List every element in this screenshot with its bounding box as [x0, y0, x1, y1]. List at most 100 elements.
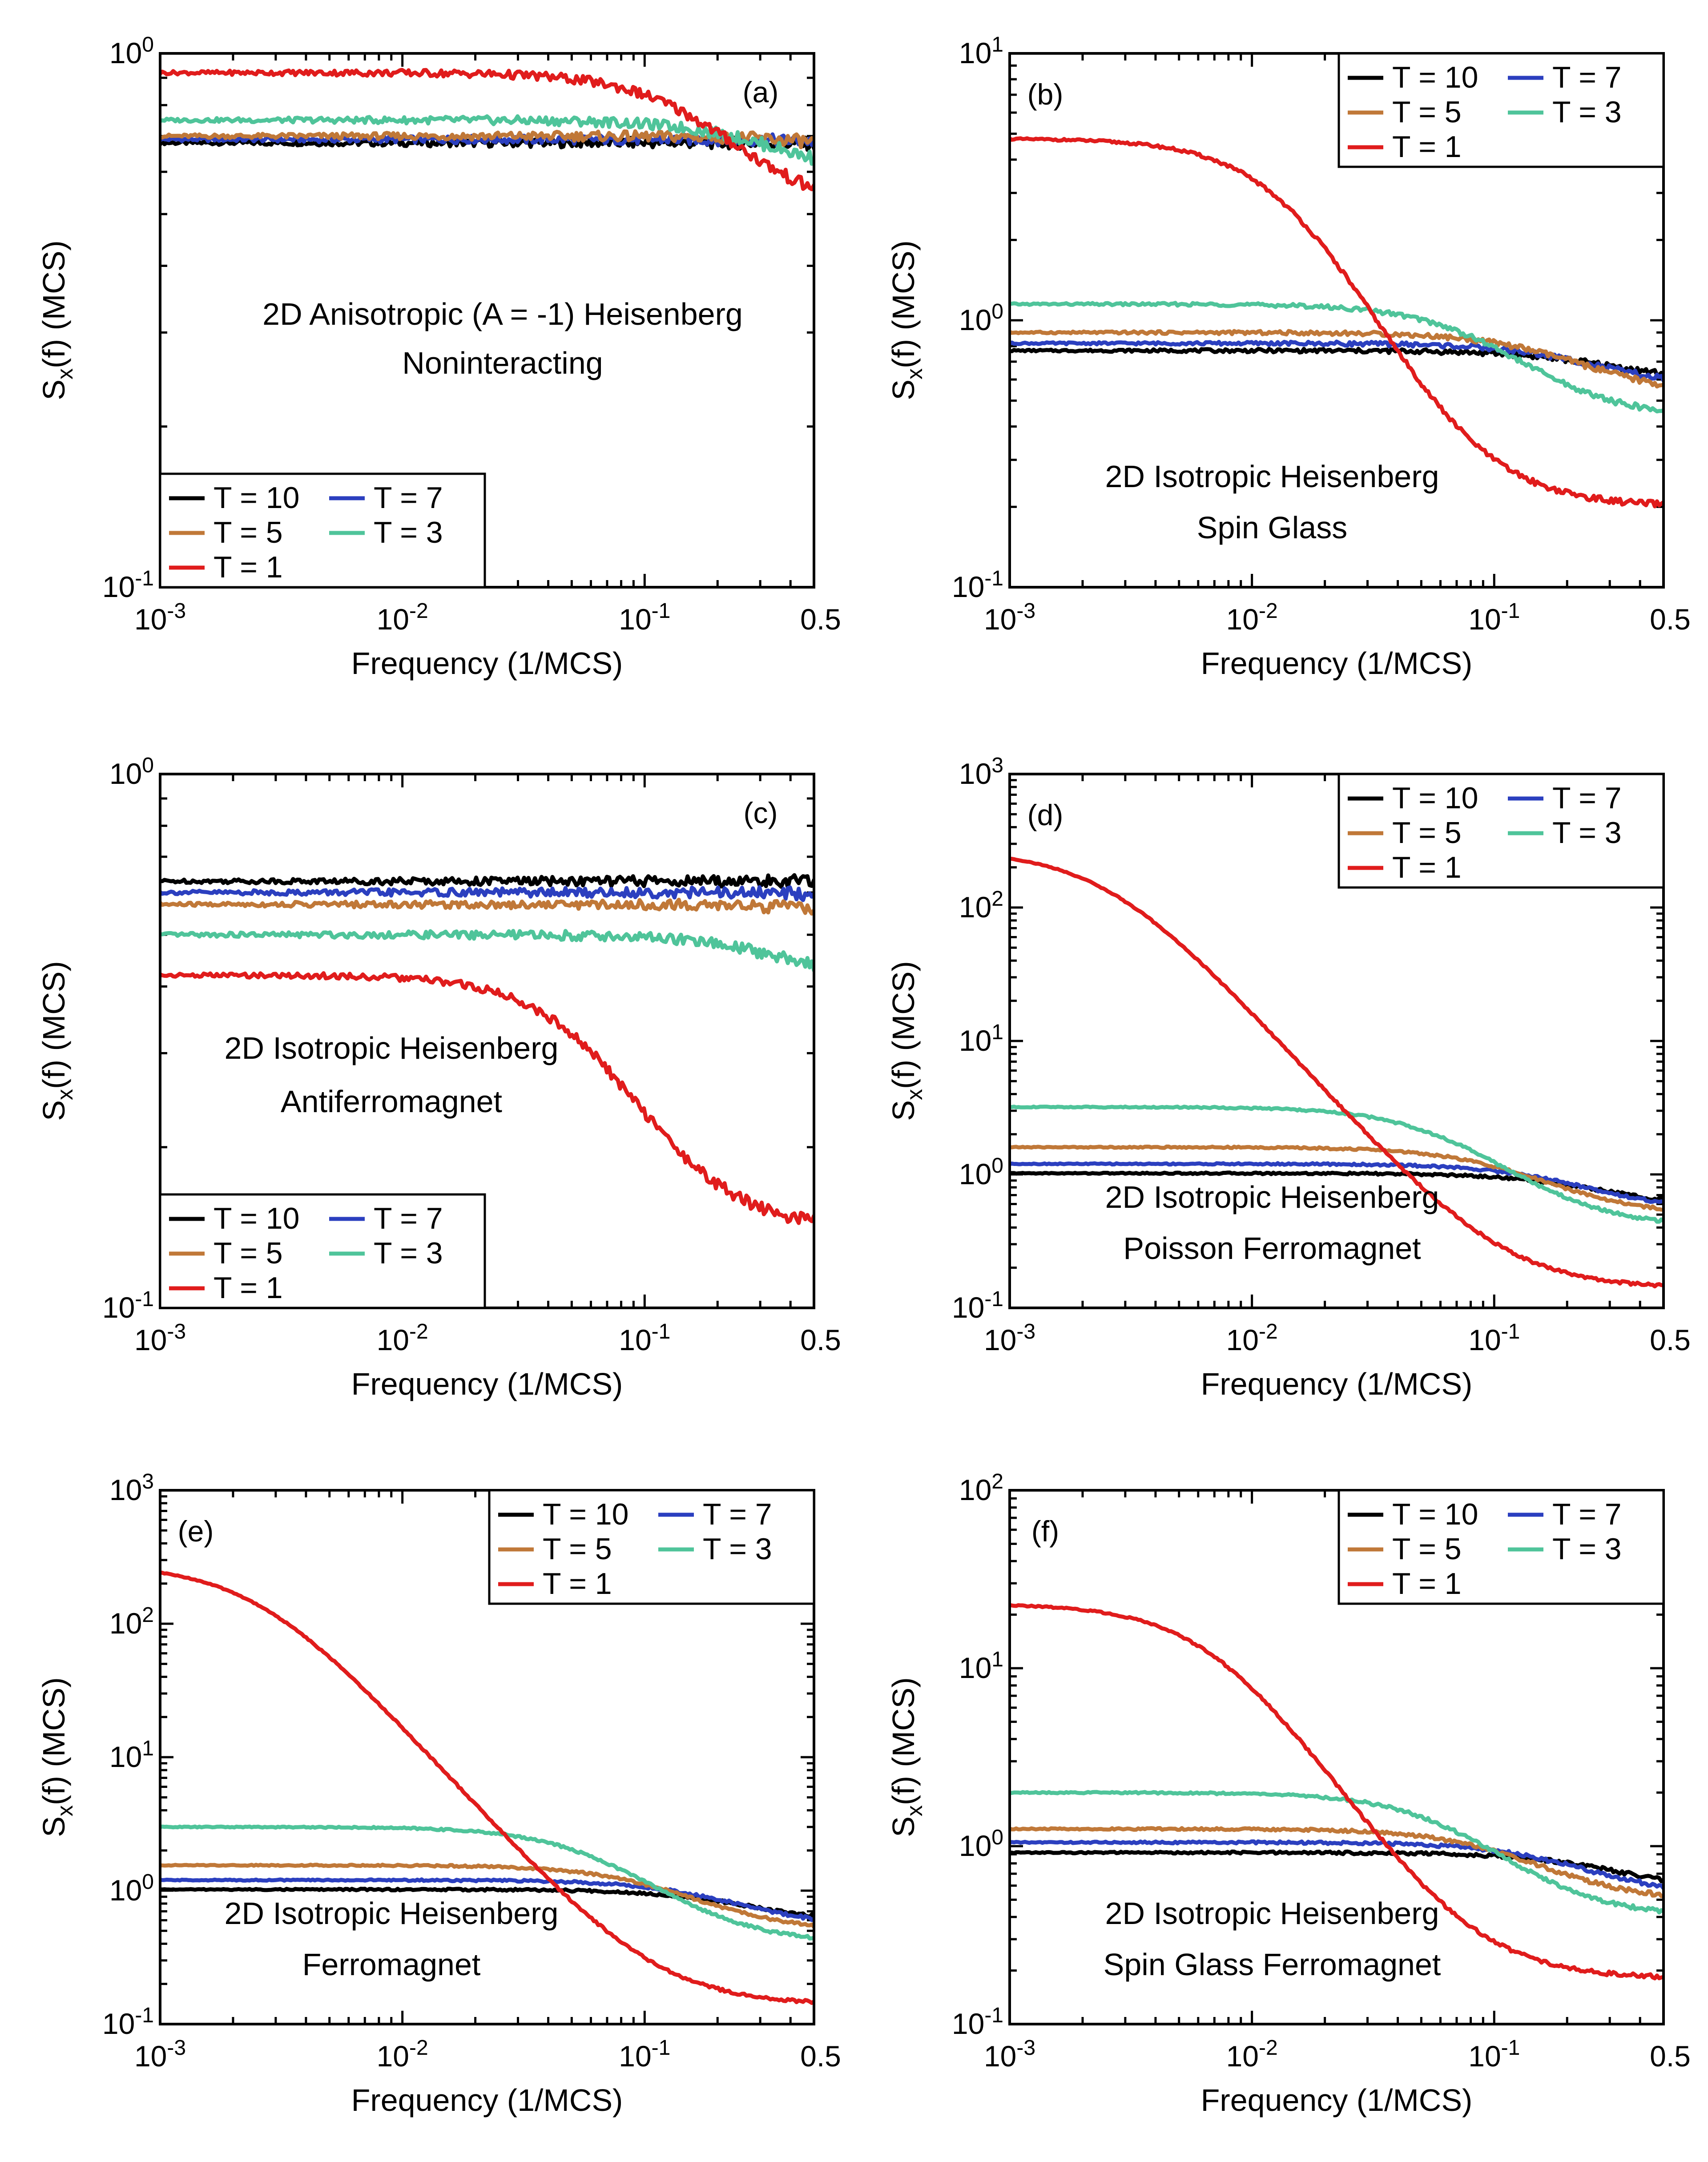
annotation-line-2: Antiferromagnet [281, 1084, 502, 1119]
y-tick-label: 10-1 [102, 1287, 154, 1324]
x-tick-label: 10-3 [134, 599, 186, 636]
y-tick-label: 10-1 [952, 2004, 1003, 2040]
legend-label: T = 1 [543, 1567, 612, 1601]
legend: T = 10 T = 7 T = 5 T = 3 T = 1 [1337, 1489, 1665, 1605]
series-group [1010, 136, 1664, 508]
annotation-line-2: Ferromagnet [302, 1947, 481, 1982]
panel-c: 10-3 10-2 10-1 0.5 10-1 100 Frequency (1/MCS) S… [36, 754, 841, 1401]
annotation-line-1: 2D Isotropic Heisenberg [1105, 1180, 1439, 1214]
series-group [160, 1570, 814, 2005]
legend-label: T = 5 [1392, 1532, 1462, 1566]
x-tick-label: 0.5 [800, 1323, 841, 1356]
legend-label: T = 10 [1392, 1497, 1478, 1531]
series-line-t7 [160, 885, 814, 902]
series-group [1010, 856, 1664, 1289]
y-axis-label: Sx(f) (MCS) [886, 240, 927, 400]
panel-label: (f) [1031, 1515, 1059, 1548]
x-axis-label: Frequency (1/MCS) [1201, 2083, 1473, 2118]
legend-box [1337, 773, 1665, 889]
y-tick-label: 10-1 [102, 567, 154, 603]
series-line-t3 [1010, 301, 1664, 414]
x-tick-label: 10-2 [377, 2036, 428, 2073]
legend: T = 10 T = 7 T = 5 T = 3 T = 1 [1337, 773, 1665, 889]
x-tick-label: 10-3 [984, 2036, 1035, 2073]
series-line-t5 [160, 129, 814, 149]
x-tick-label: 0.5 [1650, 603, 1691, 636]
annotation-line-1: 2D Isotropic Heisenberg [225, 1031, 559, 1065]
annotation-line-2: Spin Glass [1197, 510, 1347, 545]
series-line-t5 [1010, 1144, 1664, 1212]
series-group [1010, 1603, 1664, 1980]
panel-label: (c) [744, 796, 778, 829]
y-axis-label: Sx(f) (MCS) [886, 1677, 927, 1837]
legend-box [1337, 52, 1665, 168]
plot-frame [1008, 52, 1665, 589]
x-axis-label: Frequency (1/MCS) [351, 646, 623, 681]
series-line-t7 [160, 1877, 814, 1922]
y-tick-label: 100 [959, 300, 1003, 336]
y-tick-label: 10-1 [952, 1287, 1003, 1324]
y-tick-label: 103 [109, 1470, 154, 1506]
series-line-t3 [160, 114, 814, 166]
y-tick-label: 101 [959, 1648, 1003, 1684]
legend-label: T = 7 [374, 481, 443, 515]
series-line-t5 [160, 1863, 814, 1929]
legend-label: T = 3 [1552, 816, 1622, 850]
series-line-t1 [1010, 856, 1664, 1289]
legend-label: T = 1 [214, 550, 283, 584]
plot-frame [1008, 773, 1665, 1309]
panel-label: (a) [743, 76, 779, 109]
legend-label: T = 10 [214, 1202, 299, 1235]
annotation-line-2: Spin Glass Ferromagnet [1104, 1947, 1441, 1982]
y-tick-label: 102 [959, 1470, 1003, 1506]
plot-frame [159, 1489, 815, 2025]
legend-label: T = 5 [543, 1532, 612, 1566]
series-line-t5 [160, 898, 814, 916]
x-tick-label: 10-2 [1226, 599, 1278, 636]
x-axis-label: Frequency (1/MCS) [1201, 646, 1473, 681]
legend-label: T = 3 [703, 1532, 772, 1566]
legend-label: T = 7 [1552, 781, 1622, 815]
legend: T = 10 T = 7 T = 5 T = 3 T = 1 [159, 1193, 486, 1309]
legend-label: T = 5 [1392, 95, 1462, 129]
x-tick-label: 10-1 [1468, 1320, 1520, 1356]
panel-label: (b) [1027, 78, 1063, 111]
annotation-line-2: Poisson Ferromagnet [1123, 1231, 1421, 1266]
x-tick-label: 10-2 [377, 1320, 428, 1356]
y-tick-label: 101 [109, 1737, 154, 1773]
x-tick-label: 0.5 [1650, 2040, 1691, 2073]
y-tick-label: 101 [959, 1020, 1003, 1057]
annotation-line-1: 2D Isotropic Heisenberg [1105, 1896, 1439, 1931]
legend-label: T = 7 [1552, 61, 1622, 94]
x-axis-label: Frequency (1/MCS) [351, 1367, 623, 1401]
panel-label: (d) [1027, 799, 1063, 831]
plot-frame [159, 773, 815, 1309]
annotation-line-1: 2D Isotropic Heisenberg [1105, 459, 1439, 494]
series-group [160, 68, 814, 191]
legend-label: T = 5 [1392, 816, 1462, 850]
x-axis-label: Frequency (1/MCS) [1201, 1367, 1473, 1401]
series-line-t1 [1010, 136, 1664, 508]
legend-label: T = 7 [703, 1497, 772, 1531]
legend-label: T = 1 [1392, 851, 1462, 884]
y-tick-label: 100 [959, 1154, 1003, 1190]
legend: T = 10 T = 7 T = 5 T = 3 T = 1 [159, 472, 486, 589]
legend-label: T = 1 [1392, 1567, 1462, 1601]
y-tick-label: 103 [959, 754, 1003, 790]
series-line-t7 [1010, 1161, 1664, 1204]
x-tick-label: 10-1 [619, 1320, 670, 1356]
x-tick-label: 10-3 [984, 599, 1035, 636]
y-tick-label: 10-1 [102, 2004, 154, 2040]
series-line-t10 [1010, 347, 1664, 377]
x-tick-label: 0.5 [800, 2040, 841, 2073]
y-tick-label: 102 [959, 887, 1003, 924]
y-tick-label: 100 [109, 1870, 154, 1907]
panel-label: (e) [178, 1515, 214, 1548]
series-line-t3 [1010, 1104, 1664, 1224]
panel-a: 10-3 10-2 10-1 0.5 10-1 100 Frequency (1/MCS) S… [36, 33, 841, 681]
series-line-t3 [1010, 1790, 1664, 1915]
series-line-t1 [1010, 1603, 1664, 1980]
x-tick-label: 10-3 [984, 1320, 1035, 1356]
x-tick-label: 10-1 [619, 599, 670, 636]
